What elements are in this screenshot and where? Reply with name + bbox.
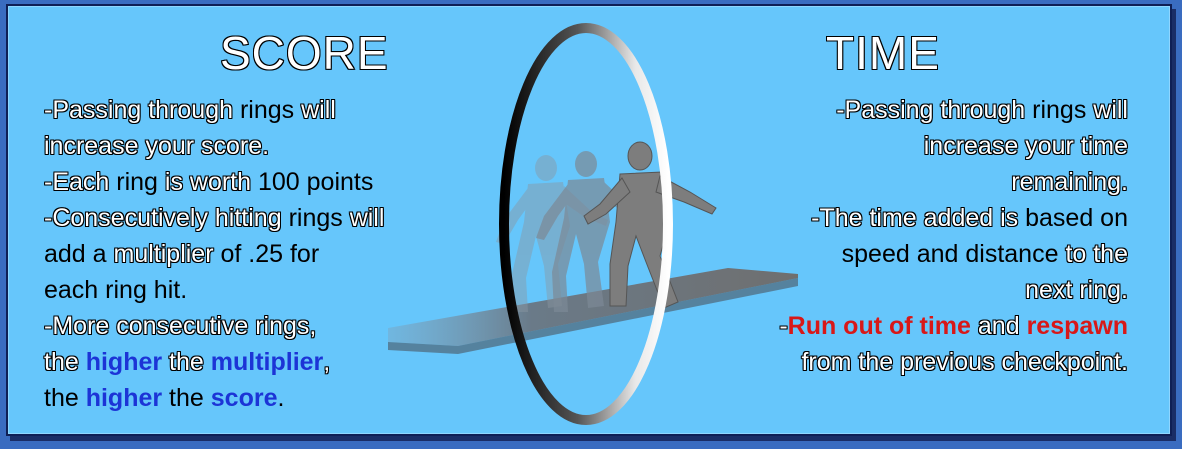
time-line-1: -Passing through rings will (836, 96, 1128, 124)
time-description: -Passing through rings will increase you… (708, 92, 1128, 380)
score-line-4: -Consecutively hitting rings will (44, 204, 385, 232)
time-line-6: next ring. (1025, 276, 1128, 304)
time-line-4: -The time added is based on (811, 204, 1128, 232)
score-line-9: the higher the score. (44, 384, 285, 412)
score-line-1: -Passing through rings will (44, 96, 336, 124)
time-line-2: increase your time (923, 132, 1128, 160)
score-line-3: -Each ring is worth 100 points (44, 168, 374, 196)
score-line-6: each ring hit. (44, 276, 188, 304)
ring-illustration (388, 23, 798, 425)
score-line-2: increase your score. (44, 132, 270, 160)
score-line-5: add a multiplier of .25 for (44, 240, 320, 268)
info-panel: SCORE TIME (6, 4, 1172, 436)
time-line-3: remaining. (1011, 168, 1128, 196)
score-description: -Passing through rings will increase you… (44, 92, 504, 416)
time-line-7: -Run out of time and respawn (779, 312, 1128, 340)
score-line-7: -More consecutive rings, (44, 312, 317, 340)
score-title: SCORE (219, 26, 389, 80)
time-title: TIME (825, 26, 940, 80)
score-line-8: the higher the multiplier, (44, 348, 331, 376)
ring-icon (499, 23, 673, 425)
time-line-5: speed and distance to the (841, 240, 1128, 268)
time-line-8: from the previous checkpoint. (801, 348, 1128, 376)
